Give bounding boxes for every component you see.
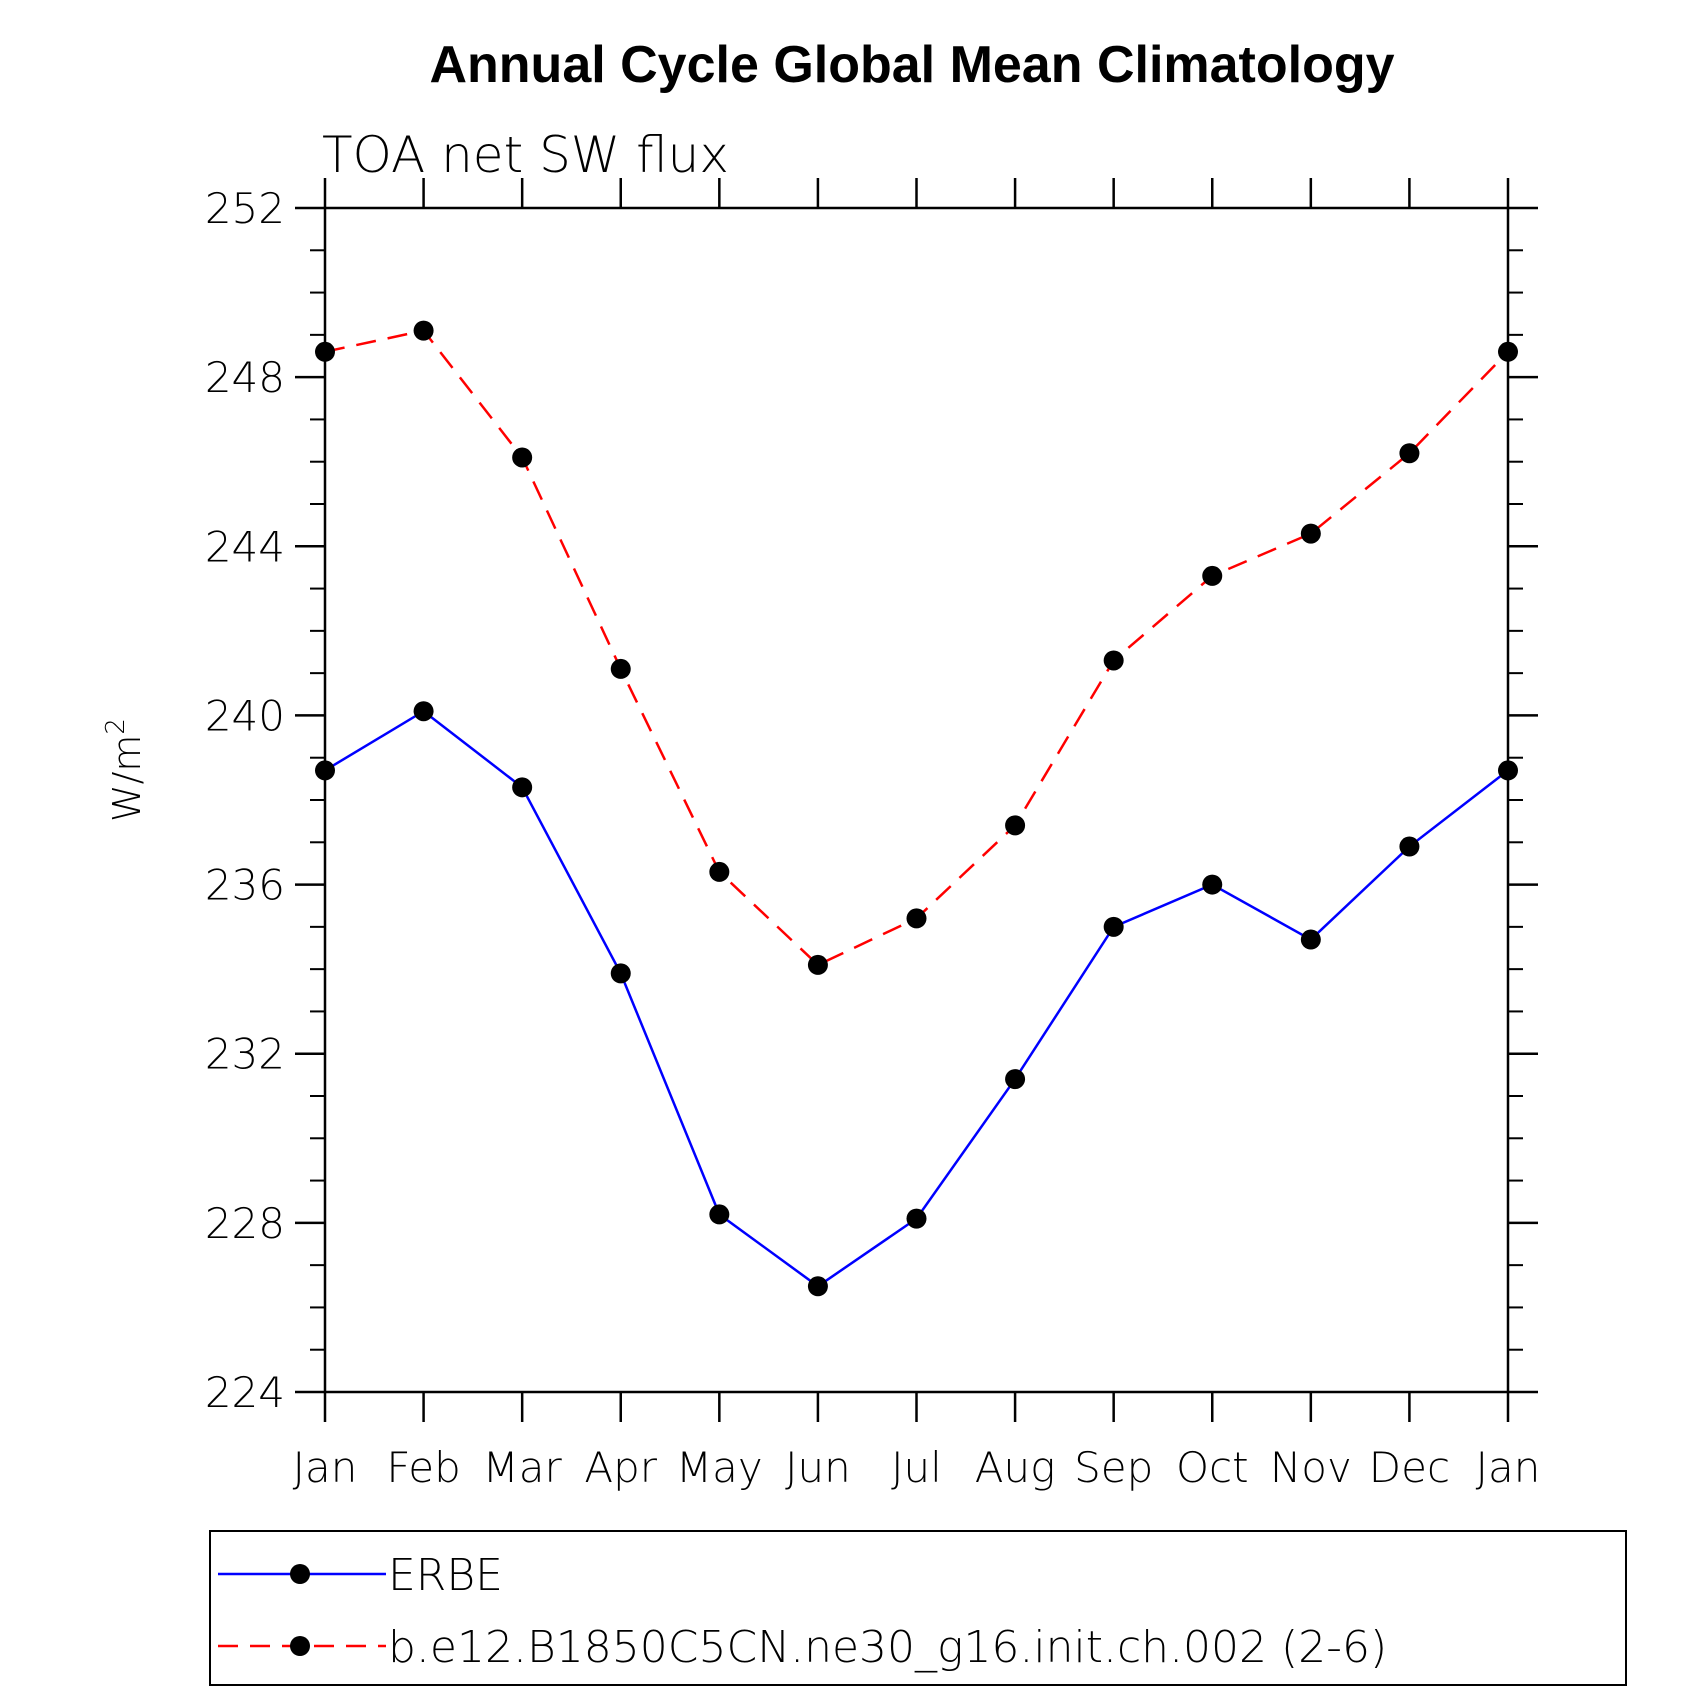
y-tick-label: 228 <box>205 1199 285 1248</box>
series-1-point <box>1498 341 1518 362</box>
x-tick-label: Jul <box>891 1443 942 1492</box>
x-tick-label: Sep <box>1074 1443 1153 1492</box>
y-axis-label: W/m <box>105 735 149 822</box>
series-0-point <box>512 777 533 798</box>
series-0-point <box>1498 760 1518 781</box>
legend-marker-model <box>290 1636 310 1656</box>
x-tick-label: Nov <box>1270 1443 1352 1492</box>
series-0-point <box>1202 874 1223 895</box>
series-1-point <box>1300 523 1321 544</box>
x-tick-label: Jun <box>785 1443 851 1492</box>
series-0-point <box>1300 929 1321 950</box>
y-tick-label: 236 <box>205 861 285 910</box>
series-1-point <box>1005 815 1026 836</box>
x-tick-label: May <box>676 1443 763 1492</box>
series-0-point <box>906 1208 927 1229</box>
y-tick-label: 248 <box>205 353 285 402</box>
series-line-1 <box>324 329 1509 967</box>
y-axis-label-superscript: 2 <box>101 718 131 735</box>
legend-label-model: b.e12.B1850C5CN.ne30_g16.init.ch.002 (2-… <box>388 1622 1387 1673</box>
series-1-point <box>1103 650 1124 671</box>
series-0-point <box>709 1204 730 1225</box>
x-tick-label: Dec <box>1369 1443 1450 1492</box>
series-1-point <box>413 320 434 341</box>
y-tick-label: 244 <box>205 522 285 571</box>
axis-ticks <box>295 178 1538 1422</box>
series-1-point <box>1399 443 1420 464</box>
series-layer <box>315 320 1518 1297</box>
series-1-point <box>610 658 631 679</box>
x-tick-label: Feb <box>386 1443 460 1492</box>
x-tick-label: Oct <box>1176 1443 1249 1492</box>
legend-label-erbe: ERBE <box>388 1550 503 1601</box>
chart-subtitle: TOA net SW flux <box>322 126 729 184</box>
series-0-point <box>315 760 335 781</box>
y-axis-title: W/m2 <box>101 718 149 822</box>
x-tick-label: Jan <box>293 1443 358 1492</box>
svg-text:W/m2: W/m2 <box>101 718 149 822</box>
series-0-point <box>1005 1069 1026 1090</box>
legend-marker-erbe <box>290 1564 310 1584</box>
series-0-point <box>1399 836 1420 857</box>
legend-box <box>209 1530 1627 1686</box>
x-tick-label: Jan <box>1476 1443 1541 1492</box>
y-tick-label: 232 <box>205 1030 285 1079</box>
legend: ERBE b.e12.B1850C5CN.ne30_g16.init.ch.00… <box>209 1530 1627 1686</box>
series-1-point <box>315 341 335 362</box>
x-tick-label: Aug <box>975 1443 1056 1492</box>
series-0-point <box>413 701 434 722</box>
y-tick-label: 252 <box>205 184 285 233</box>
x-tick-label: Mar <box>483 1443 563 1492</box>
series-1-point <box>709 861 730 882</box>
series-1-point <box>906 908 927 929</box>
series-1-point <box>512 447 533 468</box>
series-line-0 <box>324 709 1509 1288</box>
series-1-point <box>1202 565 1223 586</box>
y-tick-label: 224 <box>205 1368 285 1417</box>
series-0-point <box>1103 916 1124 937</box>
tick-labels: Jan Feb Mar Apr May Jun Jul Aug Sep Oct Nov Dec Jan2… <box>205 184 1541 1492</box>
y-tick-label: 240 <box>205 691 285 740</box>
series-0-point <box>610 963 631 984</box>
chart-title: Annual Cycle Global Mean Climatology <box>429 36 1394 94</box>
x-tick-label: Apr <box>584 1443 657 1492</box>
series-0-point <box>807 1276 828 1297</box>
series-1-point <box>807 954 828 975</box>
